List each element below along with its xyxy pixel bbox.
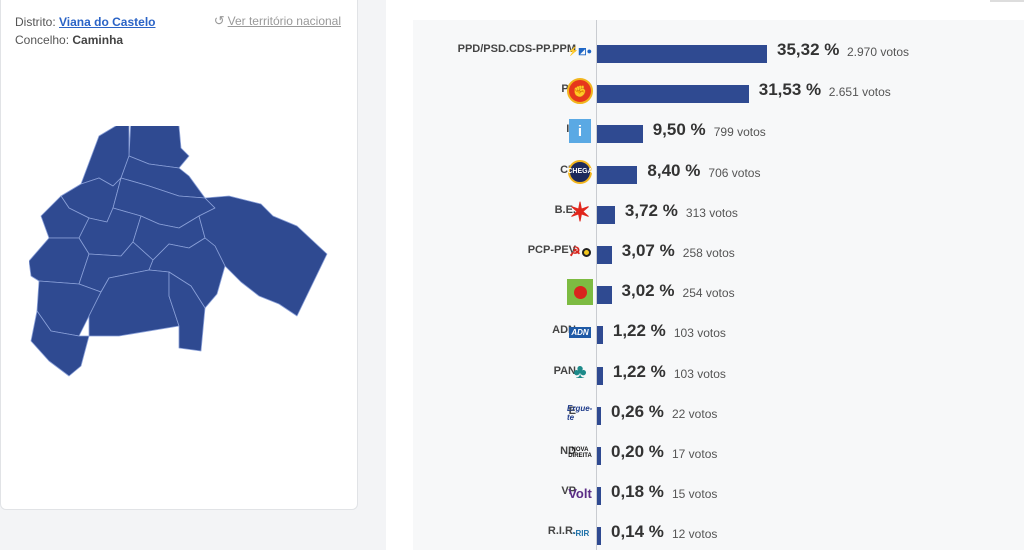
percent-label: 0,18 %	[611, 482, 664, 502]
result-row[interactable]: ILi9,50 %799 votos	[413, 112, 1024, 152]
result-row[interactable]: B.E. ✶ 3,72 % 313 votos	[413, 193, 1024, 233]
percent-label: 0,20 %	[611, 442, 664, 461]
party-name: ND	[560, 445, 576, 457]
party-name: PPD/PSD.CDS-PP.PPM	[457, 43, 576, 55]
result-row[interactable]: L3,02 %254 votos	[413, 273, 1024, 313]
votes-label: 258 votos	[682, 246, 735, 260]
result-row[interactable]: E Ergue-te 0,26 % 22 votos	[413, 394, 1024, 434]
votes-label: 22 votos	[672, 406, 718, 421]
result-bar[interactable]	[597, 406, 601, 425]
result-row[interactable]: PPD/PSD.CDS-PP.PPM ⚡ ◩● 35,32 % 2.970 votos	[413, 32, 1024, 72]
result-bar[interactable]	[597, 326, 603, 345]
party-name: E	[568, 404, 576, 417]
votes-label: 103 votos	[673, 326, 726, 341]
votes-label: 313 votos	[685, 205, 738, 220]
undo-icon: ↺	[213, 13, 225, 28]
ps-logo: ✊	[567, 78, 593, 105]
votes-label: 15 votos	[672, 487, 718, 502]
percent-label: 0,26 %	[611, 401, 664, 421]
party-name: PAN	[553, 364, 576, 377]
district-link[interactable]: Viana do Castelo	[59, 15, 156, 29]
party-name: B.E.	[554, 203, 576, 216]
percent-label: 1,22 %	[612, 361, 666, 381]
result-bar[interactable]	[597, 447, 601, 465]
percent-label: 31,53 %	[758, 80, 822, 100]
percent-label: 3,07 %	[621, 241, 675, 260]
votes-label: 12 votos	[672, 527, 718, 542]
municipality-label: Concelho:	[15, 33, 70, 47]
livre-logo	[567, 279, 593, 306]
result-bar[interactable]	[597, 45, 767, 63]
percent-label: 8,40 %	[647, 160, 701, 180]
votes-label: 2.651 votos	[828, 85, 891, 100]
national-territory-label: Ver território nacional	[227, 14, 341, 28]
party-name: PCP-PEV	[527, 244, 576, 256]
map-panel: Distrito: Viana do Castelo Concelho: Cam…	[0, 0, 358, 510]
result-bar[interactable]	[597, 165, 638, 184]
results-bar-chart: PPD/PSD.CDS-PP.PPM⚡◩●35,32 %2.970 votosP…	[413, 20, 1024, 550]
municipality-name: Caminha	[72, 33, 124, 47]
district-line: Distrito: Viana do Castelo	[15, 13, 156, 31]
parish-shape	[198, 195, 328, 317]
votes-label: 103 votos	[673, 366, 726, 381]
result-bar[interactable]	[597, 527, 601, 546]
percent-label: 3,02 %	[621, 281, 675, 301]
result-row[interactable]: PCP-PEV ☭ 3,07 % 258 votos	[413, 233, 1024, 273]
adn-logo: ADN	[569, 326, 591, 338]
volt-logo: Volt	[568, 485, 592, 501]
party-name: R.I.R.	[547, 525, 576, 538]
result-row[interactable]: VP Volt 0,18 % 15 votos	[413, 474, 1024, 514]
votes-label: 254 votos	[682, 286, 735, 301]
be-logo: ✶	[569, 196, 591, 227]
parish-shape	[88, 269, 180, 337]
result-row[interactable]: R.I.R. ◔RIR 0,14 % 12 votos	[413, 514, 1024, 550]
result-row[interactable]: PS✊31,53 %2.651 votos	[413, 72, 1024, 112]
parish-shape	[168, 271, 206, 352]
result-bar[interactable]	[597, 366, 603, 385]
result-bar[interactable]	[597, 205, 615, 224]
il-logo: i	[567, 118, 593, 144]
district-label: Distrito:	[15, 15, 56, 29]
scroll-indicator	[990, 0, 1024, 2]
ad-coalition-logo: ⚡ ◩●	[567, 45, 593, 56]
result-bar[interactable]	[597, 487, 601, 506]
percent-label: 9,50 %	[652, 120, 706, 140]
ergue-te-logo: Ergue-te	[567, 403, 593, 422]
votes-label: 2.970 votos	[847, 45, 910, 59]
party-name: VP	[561, 485, 576, 498]
nova-direita-logo: NOVA DIREITA	[568, 447, 592, 459]
result-bar[interactable]	[597, 286, 612, 305]
result-row[interactable]: ADN ADN 1,22 % 103 votos	[413, 313, 1024, 353]
pan-logo: ♣	[573, 361, 587, 384]
votes-label: 17 votos	[672, 447, 718, 461]
chega-logo: CHEGA	[567, 159, 593, 185]
result-row[interactable]: CHCHEGA8,40 %706 votos	[413, 153, 1024, 193]
cdu-logo: ☭	[567, 239, 593, 265]
percent-label: 1,22 %	[612, 321, 666, 341]
location-info: Distrito: Viana do Castelo Concelho: Cam…	[15, 13, 156, 49]
result-bar[interactable]	[597, 125, 643, 144]
result-bar[interactable]	[597, 85, 749, 104]
percent-label: 0,14 %	[611, 522, 664, 542]
rir-logo: ◔RIR	[570, 528, 590, 538]
result-bar[interactable]	[597, 246, 612, 264]
votes-label: 706 votos	[708, 165, 761, 180]
chart-axis-line	[596, 20, 597, 550]
votes-label: 799 votos	[713, 125, 766, 140]
municipality-line: Concelho: Caminha	[15, 31, 156, 49]
national-territory-link[interactable]: ↺ Ver território nacional	[214, 13, 341, 29]
result-row[interactable]: PAN ♣ 1,22 % 103 votos	[413, 354, 1024, 394]
municipality-map[interactable]	[29, 126, 329, 386]
parish-shape	[29, 237, 90, 285]
percent-label: 35,32 %	[777, 40, 840, 59]
parish-shape	[30, 310, 90, 377]
result-row[interactable]: ND NOVA DIREITA 0,20 % 17 votos	[413, 434, 1024, 474]
percent-label: 3,72 %	[624, 200, 678, 220]
